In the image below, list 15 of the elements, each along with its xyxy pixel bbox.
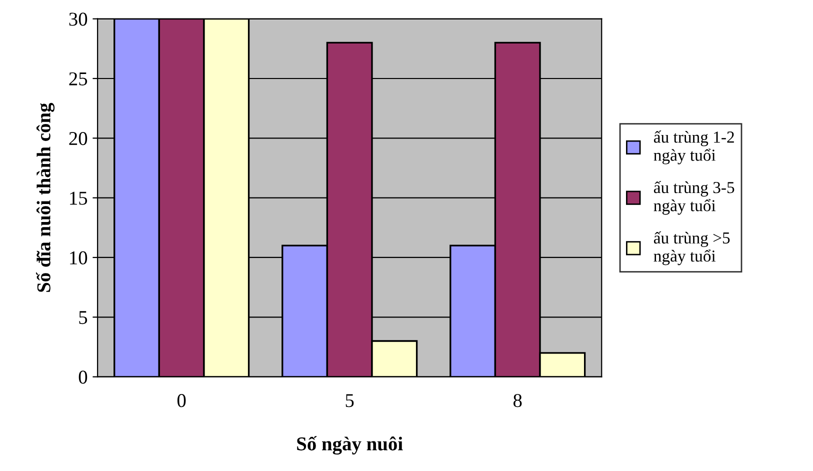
y-tick-label: 0 <box>78 370 88 384</box>
legend-label: ấu trùng 3-5 ngày tuổi <box>654 180 734 215</box>
legend-label: ấu trùng 1-2 ngày tuổi <box>654 130 734 164</box>
y-tick-label: 25 <box>69 72 88 86</box>
x-axis-title: Số ngày nuôi <box>297 436 403 455</box>
x-tick-label: 8 <box>513 394 522 408</box>
legend-label: ấu trùng >5 ngày tuổi <box>654 231 730 266</box>
y-tick-label: 5 <box>79 311 88 324</box>
y-tick-label: 15 <box>70 192 88 205</box>
x-tick-label: 0 <box>177 394 186 408</box>
y-tick-label: 10 <box>70 251 88 264</box>
x-tick-label: 5 <box>346 394 354 408</box>
y-axis-title: Số đĩa nuôi thành công <box>36 102 55 292</box>
y-tick-label: 20 <box>69 132 88 146</box>
y-tick-label: 30 <box>69 12 88 26</box>
